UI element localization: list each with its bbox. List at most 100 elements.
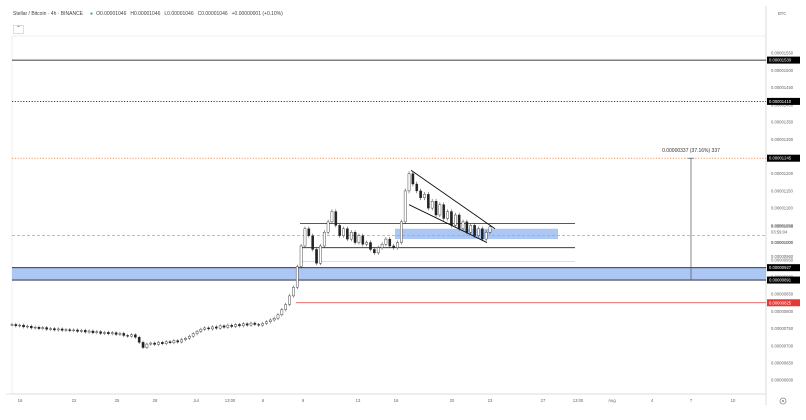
candle-body (226, 324, 230, 328)
candle-body (245, 323, 249, 326)
time-tick-label: 6 (262, 398, 265, 403)
candle-body (430, 201, 434, 209)
time-tick-label: 23 (488, 398, 493, 403)
candle-body (434, 201, 438, 216)
candle-body (249, 322, 253, 326)
candle-body (218, 325, 222, 329)
time-tick-label: 13:00 (225, 398, 236, 403)
price-tick-label: 0.00001100 (771, 206, 793, 211)
candle-body (411, 173, 415, 185)
candle-body (191, 333, 195, 337)
ohlc-change: +0.00000001 (+0.10%) (231, 11, 283, 17)
candle-body (80, 330, 83, 332)
candle-body (26, 325, 29, 328)
candle-body (272, 318, 276, 321)
candle-body (261, 323, 264, 326)
ohlc-high: H0.00001046 (130, 11, 161, 17)
candle-body (376, 247, 380, 254)
candle-body (68, 329, 72, 331)
gear-icon-center (782, 400, 784, 402)
time-tick-label: 25 (115, 398, 120, 403)
countdown-label: 03:59:04 (771, 230, 788, 235)
time-tick-label: 16 (18, 398, 23, 403)
candle-body (380, 244, 384, 248)
candle-body (446, 211, 449, 219)
candle-body (33, 327, 37, 329)
price-tick-label: 0.00000700 (771, 343, 794, 348)
status-dot-icon: ● (90, 11, 94, 17)
price-tick-label: 0.00001150 (771, 188, 793, 193)
candle-body (29, 325, 33, 329)
candle-body (188, 335, 191, 339)
candle-body (114, 332, 118, 335)
candle-body (234, 324, 237, 327)
candle-body (172, 340, 176, 343)
candle-body (295, 266, 299, 288)
candle-body (157, 342, 160, 345)
candle-body (384, 238, 388, 245)
candle-body (396, 242, 399, 248)
candle-body (241, 323, 245, 327)
candle-body (276, 314, 280, 319)
candle-body (288, 295, 291, 305)
time-tick-label: 22 (72, 398, 77, 403)
candle-body (346, 228, 349, 240)
candle-body (60, 328, 64, 331)
candle-body (488, 226, 492, 233)
price-tag (767, 97, 800, 105)
candle-body (469, 225, 473, 233)
candle-body (87, 330, 91, 333)
candle-body (103, 332, 106, 334)
candle-body (365, 242, 368, 245)
candle-body (307, 228, 311, 236)
candle-body (299, 245, 303, 267)
symbol-title: Stellar / Bitcoin · 4h · BINANCE (13, 11, 84, 17)
candle-body (49, 328, 52, 330)
candle-body (280, 309, 284, 316)
candle-body (303, 228, 307, 247)
price-tag (767, 56, 800, 64)
wedge-lower-line (408, 204, 488, 243)
time-tick-label: 13:00 (573, 398, 584, 403)
candle-body (454, 214, 457, 226)
candle-body (45, 327, 48, 330)
candle-body (184, 338, 187, 340)
candle-body (168, 341, 172, 343)
candle-body (199, 329, 203, 332)
chevron-up-icon[interactable]: ⌃ (13, 25, 25, 34)
price-tag-label: 0.00001530 (769, 58, 792, 63)
candle-body (134, 334, 137, 338)
price-tick-label: 0.00001200 (771, 171, 794, 176)
candle-body (149, 342, 153, 345)
candle-body (99, 331, 102, 334)
candle-body (311, 235, 314, 250)
candle-body (145, 343, 149, 348)
candle-body (388, 238, 392, 247)
time-tick-label: 20 (450, 398, 455, 403)
candle-body (222, 325, 226, 328)
candle-body (14, 324, 18, 327)
time-tick-label: 10 (731, 398, 736, 403)
candle-body (53, 328, 56, 331)
candle-body (315, 249, 318, 264)
price-tick-label: 0.00000600 (771, 378, 794, 383)
candle-body (442, 204, 446, 219)
price-tick-label: 0.00001350 (771, 120, 794, 125)
candle-body (292, 287, 295, 297)
candle-body (257, 324, 261, 326)
candle-body (427, 194, 430, 209)
price-tick-label: 0.00001050 (771, 223, 794, 228)
candle-body (450, 211, 453, 226)
price-tag-label: 0.00000927 (769, 265, 792, 270)
support-zone (12, 267, 766, 281)
price-tag (767, 264, 800, 272)
time-tick-label: Jul (193, 398, 198, 403)
candle-body (161, 342, 164, 344)
price-tag-label: 0.00000891 (769, 278, 792, 283)
time-tick-label: Aug (608, 398, 616, 403)
gear-icon[interactable] (779, 397, 787, 405)
candle-body (265, 321, 268, 324)
candle-body (407, 173, 411, 192)
